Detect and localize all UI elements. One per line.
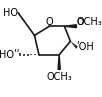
Text: OCH₃: OCH₃ (77, 17, 102, 27)
Text: O: O (46, 16, 53, 27)
Text: HOʹʹ: HOʹʹ (0, 50, 20, 60)
Text: OCH₃: OCH₃ (46, 72, 72, 82)
Text: O: O (77, 18, 84, 27)
Polygon shape (58, 55, 60, 69)
Text: HO: HO (3, 8, 18, 18)
Text: ʹOH: ʹOH (77, 42, 94, 52)
Polygon shape (64, 25, 76, 28)
